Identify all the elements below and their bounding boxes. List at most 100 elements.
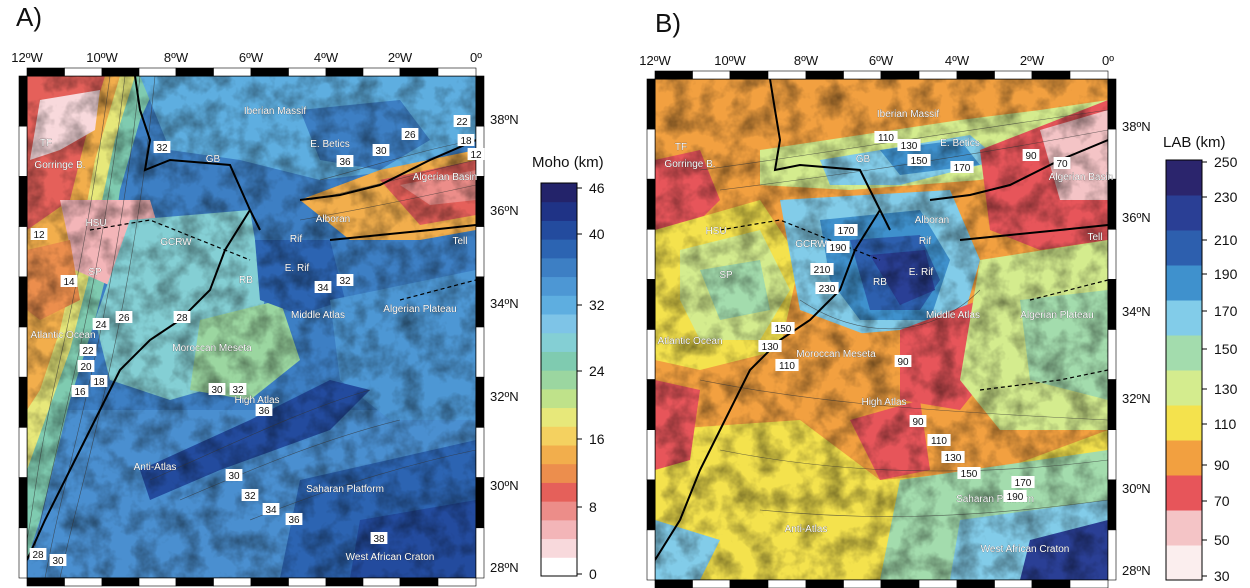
- contour-label: 34: [265, 505, 277, 516]
- contour-label: 32: [156, 143, 168, 154]
- contour-label: 210: [814, 265, 831, 276]
- contour-label-box: [1022, 149, 1040, 161]
- colorbar-segment: [541, 407, 577, 427]
- contour-label-box: [874, 131, 898, 143]
- colorbar-tick-label: 190: [1214, 266, 1238, 282]
- place-label: Moroccan Meseta: [796, 349, 876, 360]
- colorbar-segment: [541, 538, 577, 558]
- colorbar-segment: [1166, 440, 1202, 476]
- place-label: Tell: [452, 236, 467, 247]
- contour-label: 12: [470, 150, 482, 161]
- contour-label-box: [771, 322, 795, 334]
- place-label: Middle Atlas: [291, 310, 345, 321]
- lon-tick-label: 6ºW: [869, 53, 894, 68]
- lat-tick-label: 32ºN: [1122, 391, 1151, 406]
- place-label: High Atlas: [234, 395, 279, 406]
- place-label: Rif: [919, 236, 931, 247]
- lat-tick-label: 38ºN: [490, 112, 519, 127]
- contour-label-box: [810, 263, 834, 275]
- contour-label-box: [372, 144, 390, 156]
- contour-label: 150: [911, 156, 928, 167]
- contour-label-box: [336, 274, 354, 286]
- place-label: TF: [675, 142, 687, 153]
- contour-label-box: [115, 311, 133, 323]
- place-label: Anti-Atlas: [785, 524, 828, 535]
- colorbar-tick-label: 30: [1214, 568, 1230, 584]
- contour-label-box: [927, 434, 951, 446]
- lat-tick-label: 34ºN: [490, 296, 519, 311]
- colorbar-segment: [541, 445, 577, 465]
- contour-label-box: [285, 513, 303, 525]
- colorbar-tick-label: 24: [589, 363, 605, 379]
- contour-label: 230: [819, 284, 836, 295]
- contour-label-box: [30, 228, 48, 240]
- colorbar-segment: [1166, 335, 1202, 371]
- colorbar-segment: [541, 557, 577, 577]
- colorbar-tick-label: 50: [1214, 532, 1230, 548]
- contour-label-box: [49, 554, 67, 566]
- contour-label: 90: [1025, 151, 1037, 162]
- colorbar-segment: [541, 370, 577, 390]
- contour-label-box: [262, 503, 280, 515]
- place-label: Iberian Massif: [244, 106, 306, 117]
- place-label: SP: [88, 267, 102, 278]
- place-label: Moroccan Meseta: [172, 343, 252, 354]
- lab-colorbar-title: LAB (km): [1163, 134, 1226, 151]
- lab-map: [655, 79, 1108, 580]
- contour-label: 90: [897, 357, 909, 368]
- lon-tick-label: 2ºW: [388, 50, 413, 65]
- place-label: SP: [719, 270, 733, 281]
- contour-label: 150: [775, 324, 792, 335]
- lon-tick-label: 0º: [470, 50, 482, 65]
- colorbar-tick-label: 0: [589, 566, 597, 582]
- contour-label: 20: [80, 362, 92, 373]
- place-label: Iberian Massif: [877, 109, 939, 120]
- place-label: Algerian Plateau: [1020, 310, 1093, 321]
- colorbar-tick-label: 250: [1214, 154, 1238, 170]
- contour-label-box: [1011, 476, 1035, 488]
- moho-colorbar-title: Moho (km): [532, 154, 604, 171]
- lon-tick-label: 0º: [1102, 53, 1114, 68]
- contour-label: 70: [1056, 159, 1068, 170]
- colorbar-segment: [1166, 510, 1202, 546]
- lon-tick-label: 12ºW: [639, 53, 671, 68]
- colorbar-segment: [541, 201, 577, 221]
- contour-label-box: [241, 489, 259, 501]
- colorbar-segment: [541, 519, 577, 540]
- place-label: Atlantic Ocean: [30, 330, 95, 341]
- colorbar-tick-label: 110: [1214, 416, 1237, 432]
- contour-label: 130: [762, 342, 779, 353]
- contour-label: 18: [460, 136, 472, 147]
- contour-label-box: [225, 469, 243, 481]
- contour-label-box: [29, 548, 47, 560]
- contour-label: 36: [339, 157, 351, 168]
- place-label: RB: [239, 275, 253, 286]
- colorbar-segment: [1166, 370, 1202, 406]
- place-label: Gorringe B.: [34, 160, 85, 171]
- contour-label: 130: [945, 453, 962, 464]
- place-label: Alboran: [316, 214, 350, 225]
- contour-label: 28: [32, 550, 44, 561]
- place-label: GCRW: [795, 239, 827, 250]
- colorbar-tick-label: 8: [589, 499, 597, 515]
- contour-label-box: [77, 360, 95, 372]
- contour-label: 170: [838, 226, 855, 237]
- contour-label-box: [336, 155, 354, 167]
- place-label: Rif: [290, 234, 302, 245]
- contour-label-box: [208, 383, 226, 395]
- colorbar-tick-label: 70: [1214, 493, 1230, 509]
- colorbar-tick-label: 130: [1214, 381, 1238, 397]
- colorbar-tick-label: 46: [589, 180, 605, 196]
- colorbar-tick-label: 210: [1214, 232, 1238, 248]
- lat-tick-label: 28ºN: [1122, 563, 1151, 578]
- colorbar-segment: [541, 314, 577, 334]
- lat-tick-label: 36ºN: [1122, 210, 1151, 225]
- contour-label: 32: [232, 385, 244, 396]
- contour-label-box: [173, 311, 191, 323]
- contour-label: 32: [339, 276, 351, 287]
- contour-label: 30: [211, 385, 223, 396]
- place-label: Middle Atlas: [926, 310, 980, 321]
- contour-label-box: [370, 532, 388, 544]
- colorbar-segment: [541, 426, 577, 446]
